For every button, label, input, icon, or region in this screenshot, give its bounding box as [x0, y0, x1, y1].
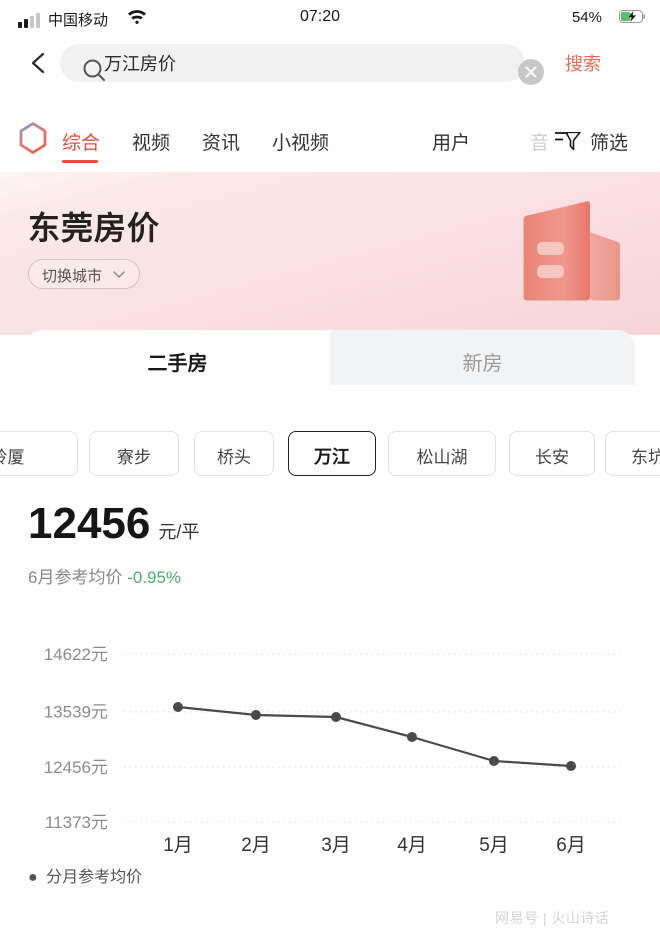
svg-text:3月: 3月 — [321, 835, 351, 856]
svg-text:2月: 2月 — [241, 835, 271, 856]
svg-text:5月: 5月 — [479, 835, 509, 856]
svg-text:4月: 4月 — [397, 835, 427, 856]
svg-text:14622元: 14622元 — [44, 645, 108, 664]
svg-text:13539元: 13539元 — [44, 703, 108, 722]
svg-text:12456元: 12456元 — [44, 758, 108, 777]
svg-text:6月: 6月 — [556, 835, 586, 856]
svg-text:1月: 1月 — [163, 835, 193, 856]
svg-text:11373元: 11373元 — [45, 813, 108, 832]
